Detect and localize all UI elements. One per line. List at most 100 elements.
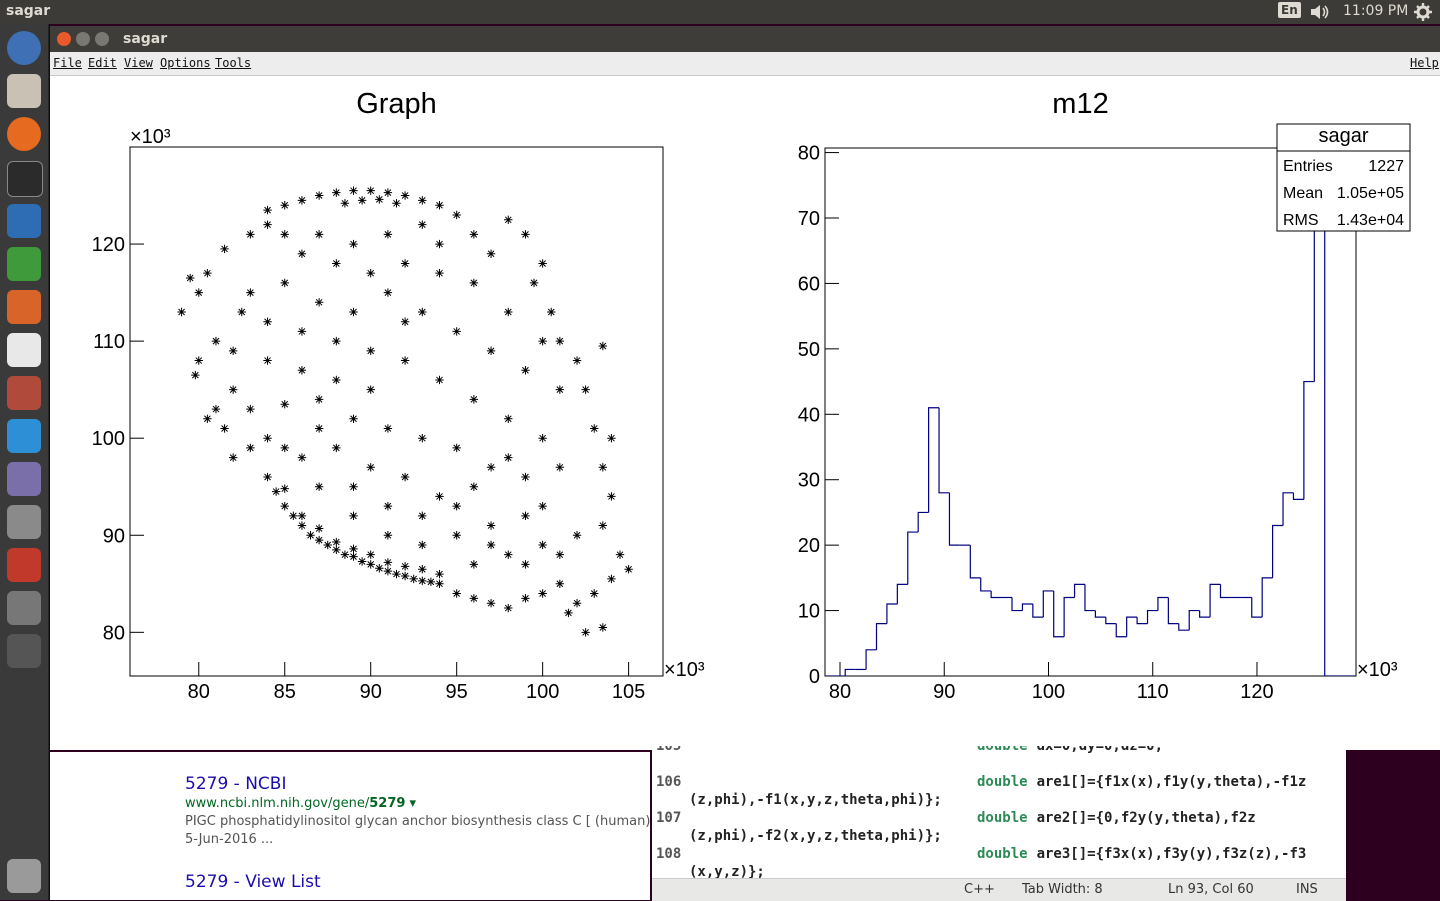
point (375, 564, 384, 573)
point (191, 370, 200, 380)
point (211, 336, 221, 346)
point (263, 356, 272, 365)
bin (1146, 609, 1158, 624)
point (435, 201, 444, 210)
bin (990, 590, 1002, 599)
point (220, 244, 229, 254)
point (418, 576, 427, 586)
menu-item[interactable]: Tools (215, 56, 252, 70)
point (572, 599, 582, 608)
firefox-icon[interactable] (7, 117, 41, 151)
result-snippet: PIGC phosphatidylinositol glycan anchor … (185, 814, 699, 829)
point (314, 535, 324, 545)
point (564, 608, 573, 618)
root-icon[interactable] (7, 462, 41, 496)
window-title: sagar (123, 31, 168, 47)
point (383, 566, 393, 576)
k-icon[interactable] (7, 419, 41, 453)
keyword: double (977, 746, 1028, 754)
launcher (0, 24, 49, 900)
keyword: double (977, 846, 1028, 862)
point (418, 511, 427, 521)
point (314, 191, 324, 200)
point (263, 205, 272, 215)
point (203, 268, 212, 278)
bin (1324, 148, 1336, 676)
writer-icon[interactable] (7, 204, 41, 238)
point (521, 594, 530, 603)
point (349, 544, 358, 554)
point (469, 278, 479, 288)
workspace-icon[interactable] (7, 634, 41, 668)
point (521, 366, 530, 375)
point (435, 239, 444, 249)
point (555, 579, 565, 588)
bin (875, 623, 887, 650)
menu-item[interactable]: Options (160, 56, 211, 70)
bin (980, 577, 992, 592)
point (314, 424, 324, 433)
app-icon[interactable] (7, 548, 41, 582)
line-number: 105 (656, 746, 682, 754)
bin (1053, 590, 1065, 638)
menu-item[interactable]: File (53, 56, 82, 70)
language[interactable]: C++ (964, 882, 995, 897)
point (598, 521, 608, 530)
window-titlebar: sagar (50, 26, 1440, 52)
bin (1021, 603, 1033, 611)
plot-frame (824, 147, 1357, 677)
point (538, 433, 547, 443)
point (607, 433, 616, 443)
x-tick-label: 110 (1137, 681, 1169, 703)
stats-label: Mean (1283, 185, 1323, 202)
editor-icon[interactable] (7, 505, 41, 539)
point (332, 537, 341, 547)
calc-icon[interactable] (7, 247, 41, 281)
help-icon[interactable] (7, 591, 41, 625)
window-controls[interactable] (56, 31, 110, 47)
result-title[interactable]: 5279 - NCBI (185, 774, 287, 794)
point (452, 210, 461, 220)
x-tick-label: 90 (360, 681, 382, 703)
point (297, 521, 307, 530)
clock[interactable]: 11:09 PM (1343, 3, 1409, 19)
keyword: double (977, 774, 1028, 790)
point (185, 273, 195, 283)
amazon-icon[interactable] (7, 333, 41, 367)
menu-item[interactable]: Help (1410, 56, 1439, 70)
point (383, 558, 393, 567)
point (538, 501, 547, 511)
point (504, 453, 513, 462)
point (452, 443, 461, 453)
files-icon[interactable] (7, 74, 41, 108)
bin (1073, 583, 1085, 598)
point (349, 186, 358, 195)
volume-icon[interactable] (1309, 3, 1331, 21)
terminal-icon[interactable] (7, 161, 43, 197)
bin (1094, 610, 1106, 618)
point (452, 327, 461, 336)
bin (1313, 148, 1315, 382)
y-tick-label: 80 (103, 622, 125, 644)
menu-item[interactable]: Edit (88, 56, 117, 70)
menu-item[interactable]: View (124, 56, 153, 70)
keyboard-indicator[interactable]: En (1278, 2, 1301, 18)
point (332, 443, 341, 453)
bin (1261, 577, 1273, 618)
tab-width[interactable]: Tab Width: 8 (1022, 882, 1103, 897)
point (246, 404, 255, 414)
impress-icon[interactable] (7, 290, 41, 324)
bin (1209, 583, 1221, 618)
settings-app-icon[interactable] (7, 376, 41, 410)
dash-icon[interactable] (7, 31, 41, 65)
settings-icon[interactable] (1414, 3, 1432, 21)
y-tick-label: 90 (103, 525, 125, 547)
point (538, 540, 547, 550)
result-title[interactable]: 5279 - View List (185, 872, 321, 892)
bin (948, 492, 960, 546)
trash-icon[interactable] (7, 859, 41, 893)
y-tick-label: 20 (798, 535, 820, 557)
x-tick-label: 120 (1240, 681, 1273, 703)
x-tick-label: 95 (446, 681, 468, 703)
